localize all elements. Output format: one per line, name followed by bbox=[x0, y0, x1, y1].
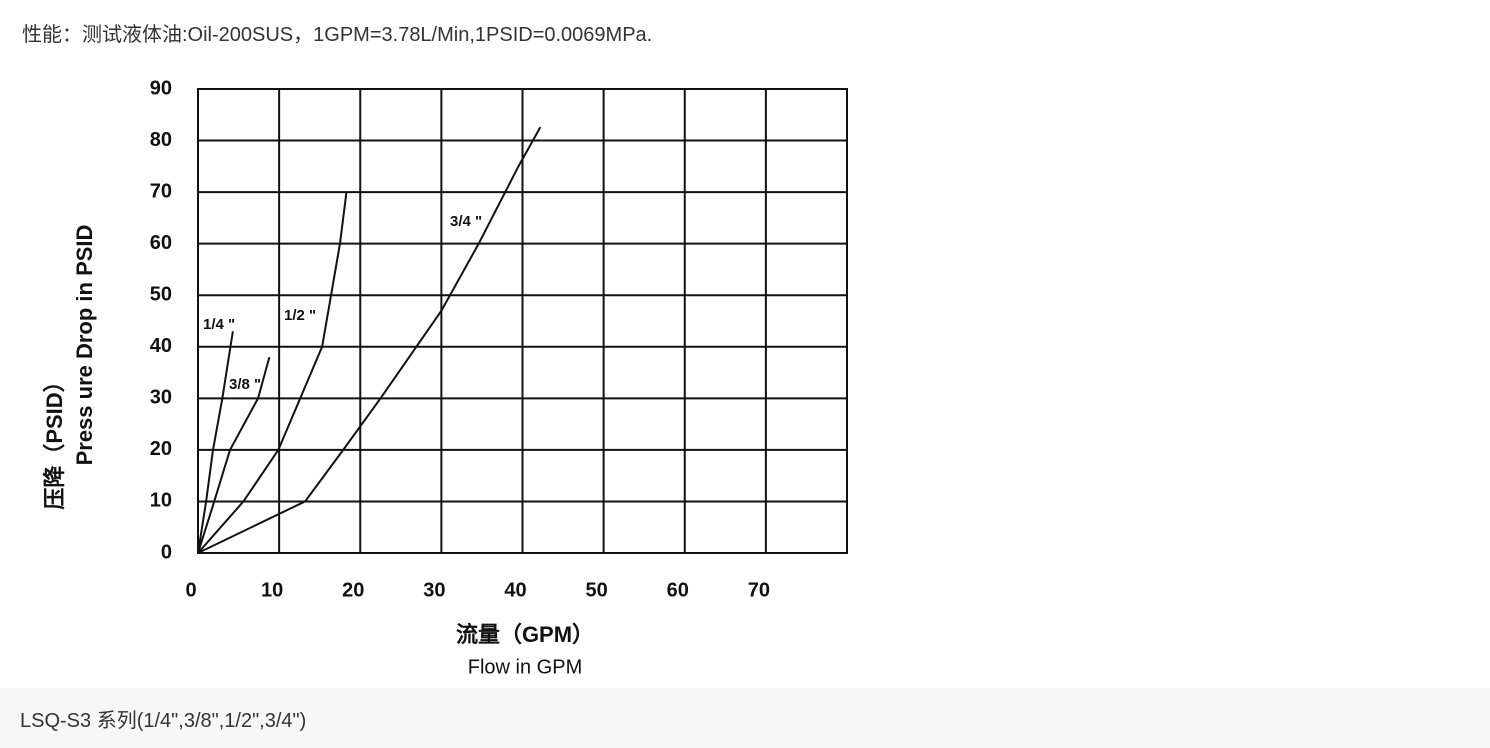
x-tick-label: 20 bbox=[342, 579, 364, 601]
curve bbox=[197, 356, 271, 554]
y-axis-title: 压降（PSID） bbox=[42, 370, 67, 509]
chart: 流量（GPM） Flow in GPM 压降（PSID） Press ure D… bbox=[42, 77, 848, 678]
y-tick-label: 80 bbox=[150, 129, 172, 151]
x-tick-label: 10 bbox=[261, 579, 283, 601]
caption: LSQ-S3 系列(1/4",3/8",1/2",3/4") bbox=[20, 710, 307, 732]
y-tick-label: 10 bbox=[150, 490, 172, 512]
x-axis-title: 流量（GPM） bbox=[456, 622, 594, 647]
caption-bar: LSQ-S3 系列(1/4",3/8",1/2",3/4") bbox=[0, 688, 1490, 748]
y-tick-label: 90 bbox=[150, 77, 172, 99]
y-tick-label: 50 bbox=[150, 284, 172, 306]
y-tick-label: 60 bbox=[150, 232, 172, 254]
x-tick-label: 60 bbox=[667, 579, 689, 601]
curve bbox=[197, 331, 234, 554]
curve bbox=[197, 191, 348, 554]
y-tick-label: 70 bbox=[150, 180, 172, 202]
y-tick-label: 0 bbox=[161, 541, 172, 563]
curve-label: 3/8 " bbox=[229, 376, 261, 393]
x-tick-label: 0 bbox=[185, 579, 196, 601]
curve-label: 3/4 " bbox=[450, 213, 482, 230]
x-axis-subtitle: Flow in GPM bbox=[468, 656, 582, 678]
curve-label: 1/4 " bbox=[203, 316, 235, 333]
x-tick-label: 70 bbox=[748, 579, 770, 601]
y-tick-label: 30 bbox=[150, 387, 172, 409]
y-axis-subtitle: Press ure Drop in PSID bbox=[72, 225, 97, 466]
x-tick-label: 50 bbox=[586, 579, 608, 601]
y-tick-label: 40 bbox=[150, 335, 172, 357]
y-tick-label: 20 bbox=[150, 438, 172, 460]
curve bbox=[197, 126, 542, 554]
header-text: 性能：测试液体油:Oil-200SUS，1GPM=3.78L/Min,1PSID… bbox=[22, 24, 653, 46]
x-tick-label: 40 bbox=[504, 579, 526, 601]
x-tick-label: 30 bbox=[423, 579, 445, 601]
curve-label: 1/2 " bbox=[284, 307, 316, 324]
